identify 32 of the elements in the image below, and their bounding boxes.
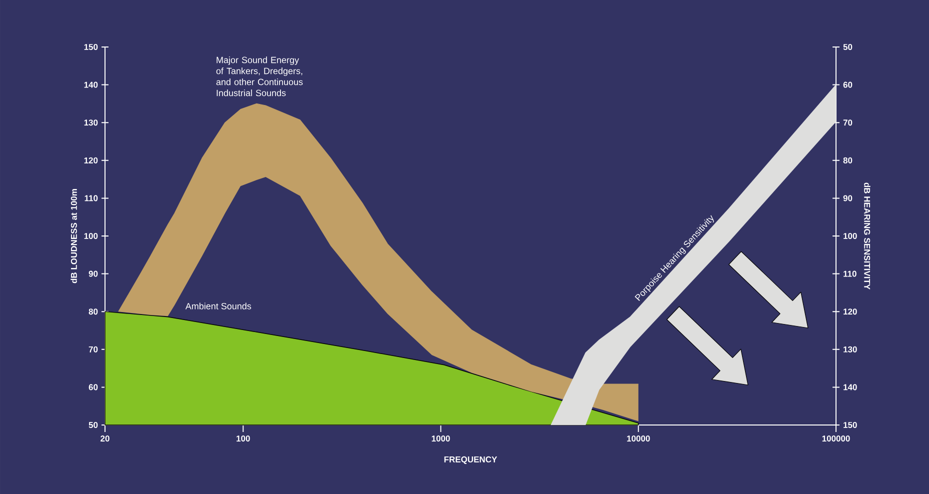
x-axis-title: FREQUENCY <box>444 456 498 464</box>
series-label: Ambient Sounds <box>185 302 252 310</box>
y-tick-label: 110 <box>84 195 98 202</box>
y-tick-label: 140 <box>84 82 98 88</box>
y2-tick-label: 50 <box>843 44 852 50</box>
y-axis-title: dB LOUDNESS at 100m <box>70 189 77 284</box>
x-tick-label: 20 <box>100 436 110 442</box>
y-tick-label: 80 <box>88 308 98 315</box>
y-tick-label: 50 <box>88 422 98 428</box>
y2-tick-label: 90 <box>843 195 852 202</box>
y2-tick-label: 70 <box>843 120 852 126</box>
y-tick-label: 70 <box>88 346 98 352</box>
x-tick-label: 1000 <box>432 436 450 442</box>
y-tick-label: 150 <box>84 44 98 50</box>
y2-tick-label: 140 <box>844 384 857 390</box>
y-tick-label: 120 <box>84 157 98 164</box>
y2-tick-label: 150 <box>844 422 857 428</box>
x-tick-label: 10000 <box>627 436 650 442</box>
x-tick-label: 100 <box>236 436 250 442</box>
x-tick-label: 100000 <box>822 436 850 442</box>
y2-tick-label: 120 <box>844 308 857 315</box>
y-tick-label: 90 <box>88 270 98 277</box>
y-tick-label: 130 <box>84 120 98 126</box>
y-tick-label: 100 <box>84 232 98 239</box>
y2-tick-label: 110 <box>844 270 856 277</box>
y-tick-label: 60 <box>88 384 98 390</box>
text: Major Sound Energy of Tankers, Dredgers, and other Continuous Industrial Sounds <box>216 56 303 96</box>
y2-tick-label: 80 <box>843 157 852 164</box>
y2-tick-label: 100 <box>844 232 857 239</box>
y2-tick-label: 130 <box>844 346 857 352</box>
y2-tick-label: 60 <box>843 82 852 88</box>
y2-axis-title: dB HEARING SENSITIVITY <box>864 182 870 290</box>
